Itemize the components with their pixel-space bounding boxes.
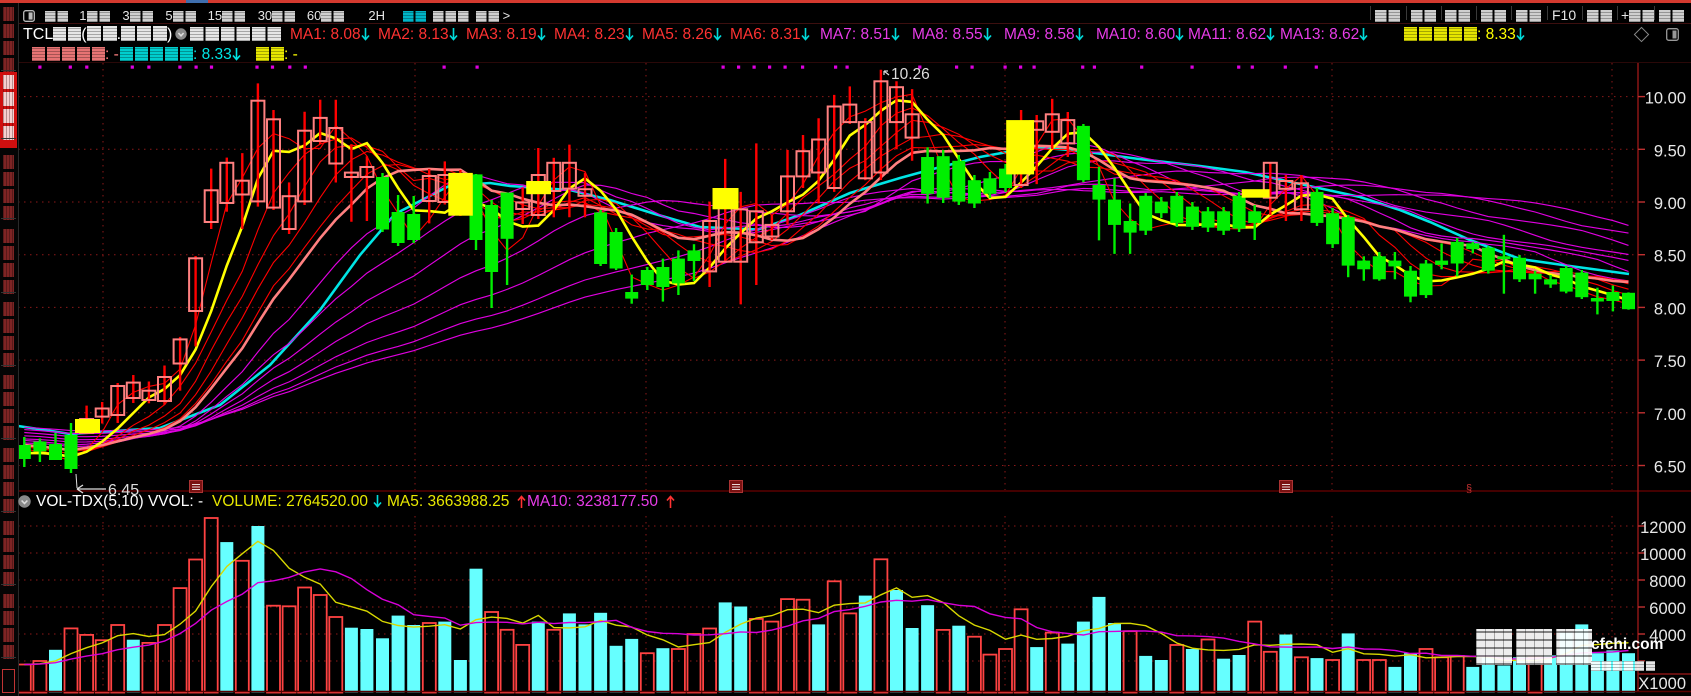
svg-text:12000: 12000 [1640,519,1686,537]
svg-text:6.50: 6.50 [1654,459,1686,477]
svg-text:8.00: 8.00 [1654,300,1686,318]
svg-text:10.26: 10.26 [891,66,930,83]
svg-text:8.50: 8.50 [1654,248,1686,266]
svg-text:9.00: 9.00 [1654,195,1686,213]
svg-text:10.00: 10.00 [1645,90,1686,108]
svg-text:8000: 8000 [1649,573,1686,591]
svg-text:10000: 10000 [1640,546,1686,564]
svg-text:X1000: X1000 [1638,675,1686,693]
svg-text:6000: 6000 [1649,600,1686,618]
svg-text:7.50: 7.50 [1654,353,1686,371]
svg-text:4000: 4000 [1649,627,1686,645]
svg-text:7.00: 7.00 [1654,406,1686,424]
svg-text:6.45: 6.45 [108,482,139,499]
svg-text:9.50: 9.50 [1654,142,1686,160]
